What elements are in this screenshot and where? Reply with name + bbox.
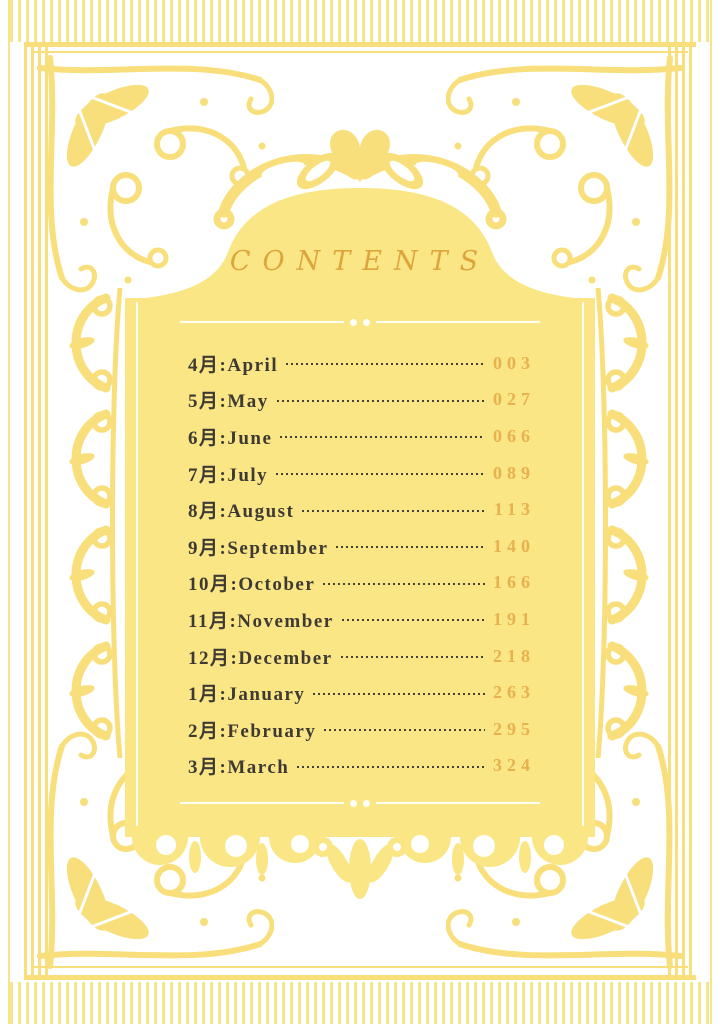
toc-entry-page: 166 <box>493 572 535 593</box>
toc-entry-label: 6月:June <box>188 427 273 449</box>
toc-entry[interactable]: 12月:December 218 <box>188 638 530 675</box>
toc-entry-page: 295 <box>493 718 535 739</box>
toc-entry-label: 7月:July <box>188 464 269 486</box>
divider-dot <box>350 318 357 326</box>
divider-top <box>180 318 540 326</box>
dotted-leader <box>341 619 485 622</box>
divider-dot <box>350 799 357 807</box>
toc-entry-page: 140 <box>493 535 535 556</box>
toc-list: 4月:April 003 5月:May 027 6月:June 066 7月:July 089… <box>188 345 530 784</box>
toc-entry-page: 191 <box>493 608 535 629</box>
floral-corner-flourish-icon <box>37 731 274 969</box>
dotted-leader <box>286 363 485 366</box>
toc-entry[interactable]: 10月:October 166 <box>188 565 530 602</box>
dotted-leader <box>340 656 485 659</box>
scalloped-fringe-icon <box>125 829 595 899</box>
dotted-leader <box>313 692 485 695</box>
toc-entry[interactable]: 3月:March 324 <box>188 748 530 785</box>
toc-entry-label: 8月:August <box>188 501 295 523</box>
right-pinstripe-strip <box>668 47 696 975</box>
divider-line <box>180 802 344 804</box>
toc-entry-label: 11月:November <box>188 610 334 632</box>
left-pinstripe-strip <box>24 47 52 975</box>
toc-entry-page: 066 <box>493 425 535 446</box>
divider-line <box>376 802 540 804</box>
toc-entry-label: 5月:May <box>188 391 269 413</box>
top-stripe-band <box>10 0 710 42</box>
dotted-leader <box>280 436 485 439</box>
frame-top-thin-line <box>32 51 688 53</box>
toc-entry[interactable]: 8月:August 113 <box>188 491 530 528</box>
toc-entry[interactable]: 9月:September 140 <box>188 528 530 565</box>
frame-bottom-thin-line <box>32 966 688 968</box>
toc-entry-label: 12月:December <box>188 647 333 669</box>
toc-entry[interactable]: 6月:June 066 <box>188 418 530 455</box>
right-trim-line <box>710 0 712 1024</box>
divider-dot <box>363 799 370 807</box>
bottom-stripe-band <box>10 982 710 1024</box>
toc-entry-label: 9月:September <box>188 537 329 559</box>
divider-bottom <box>180 799 540 807</box>
toc-entry[interactable]: 5月:May 027 <box>188 382 530 419</box>
toc-entry-page: 003 <box>493 352 535 373</box>
dotted-leader <box>336 546 485 549</box>
dotted-leader <box>276 473 485 476</box>
panel-inner-outline-right <box>582 302 584 826</box>
contents-panel <box>125 298 595 830</box>
toc-entry-page: 263 <box>493 682 535 703</box>
left-trim-line <box>8 0 10 1024</box>
toc-entry[interactable]: 4月:April 003 <box>188 345 530 382</box>
toc-entry-page: 218 <box>493 645 535 666</box>
toc-entry-label: 2月:February <box>188 720 317 742</box>
scroll-chain-ornament-icon <box>69 288 123 758</box>
panel-inner-outline-left <box>136 302 138 826</box>
panel-dome-crown <box>125 129 595 300</box>
toc-entry-label: 10月:October <box>188 574 316 596</box>
divider-dot <box>363 318 370 326</box>
dotted-leader <box>323 582 485 585</box>
dotted-leader <box>297 765 485 768</box>
page-title: CONTENTS <box>229 246 491 277</box>
toc-entry[interactable]: 2月:February 295 <box>188 711 530 748</box>
dotted-leader <box>276 399 485 402</box>
toc-entry[interactable]: 11月:November 191 <box>188 601 530 638</box>
toc-entry-page: 324 <box>493 755 535 776</box>
frame-top-thick-line <box>24 42 696 47</box>
toc-entry[interactable]: 7月:July 089 <box>188 455 530 492</box>
toc-entry[interactable]: 1月:January 263 <box>188 674 530 711</box>
toc-entry-label: 4月:April <box>188 354 279 376</box>
heart-icon <box>330 129 390 182</box>
toc-entry-label: 1月:January <box>188 684 306 706</box>
divider-line <box>376 321 540 323</box>
toc-entry-page: 113 <box>493 499 535 520</box>
scroll-chain-ornament-icon <box>595 288 649 758</box>
frame-bottom-thick-line <box>24 975 696 980</box>
floral-corner-flourish-icon <box>37 55 274 293</box>
dotted-leader <box>324 729 485 732</box>
toc-entry-page: 089 <box>493 462 535 483</box>
toc-entry-label: 3月:March <box>188 757 290 779</box>
dotted-leader <box>302 509 486 512</box>
divider-line <box>180 321 344 323</box>
toc-entry-page: 027 <box>493 389 535 410</box>
